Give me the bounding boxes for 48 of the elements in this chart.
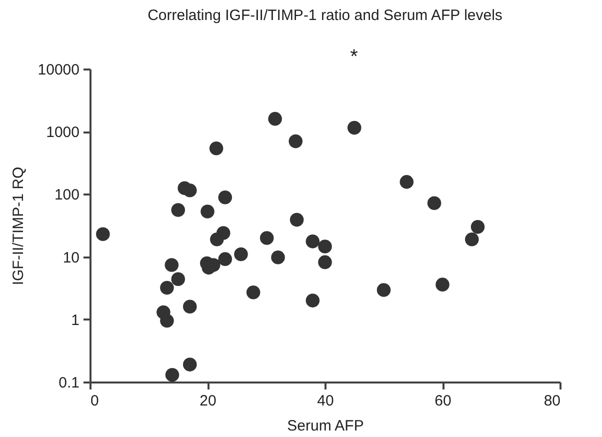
point <box>318 255 332 270</box>
x-tick-label: 60 <box>434 392 452 410</box>
point <box>164 258 179 272</box>
point <box>288 134 303 148</box>
point <box>234 247 248 262</box>
point <box>268 112 282 126</box>
point <box>464 232 479 246</box>
y-tick-label: 1 <box>71 312 80 329</box>
point <box>376 283 391 297</box>
y-tick-label: 1000 <box>46 124 80 142</box>
point <box>160 314 174 328</box>
point <box>427 196 442 210</box>
x-tick-label: 20 <box>200 392 216 410</box>
point <box>182 184 197 198</box>
point <box>246 286 260 300</box>
point <box>347 120 362 135</box>
point <box>260 231 274 245</box>
point <box>400 175 414 189</box>
point <box>171 272 186 286</box>
y-axis-title: IGF-II/TIMP-1 RQ <box>10 166 27 286</box>
y-tick-label: 10 <box>62 249 80 266</box>
point <box>209 141 224 156</box>
point <box>96 227 110 242</box>
point <box>306 294 320 308</box>
point <box>171 203 186 217</box>
point <box>306 234 320 248</box>
point <box>160 280 174 295</box>
point <box>290 212 304 227</box>
y-tick-label: 10000 <box>38 62 80 78</box>
point <box>218 190 232 204</box>
point <box>182 300 197 314</box>
chart-title: Correlating IGF-II/TIMP-1 ratio and Serum AFP levels <box>148 7 502 24</box>
point <box>200 204 214 218</box>
point <box>165 368 180 382</box>
point <box>470 220 485 234</box>
point <box>182 358 197 372</box>
y-tick-label: 100 <box>54 186 80 204</box>
point <box>436 278 450 292</box>
point <box>210 232 224 246</box>
point <box>318 240 332 254</box>
x-axis-title: Serum AFP <box>287 418 364 434</box>
text: * <box>350 46 358 68</box>
x-tick-label: 80 <box>544 392 560 410</box>
x-tick-label: 0 <box>90 392 99 410</box>
x-tick-label: 40 <box>317 392 334 410</box>
point <box>218 252 232 266</box>
point <box>271 250 285 264</box>
y-tick-label: 0.1 <box>58 374 80 392</box>
